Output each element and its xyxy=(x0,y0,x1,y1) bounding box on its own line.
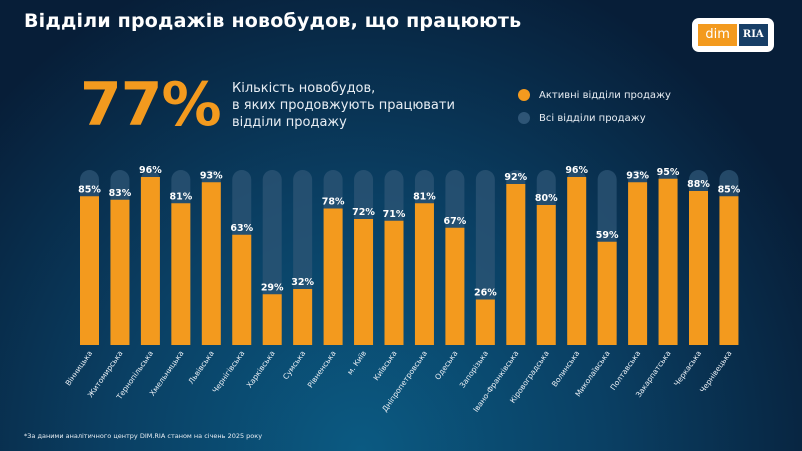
bar-active xyxy=(506,184,526,345)
bar-active xyxy=(658,178,678,345)
legend-item-active: Активні відділи продажу xyxy=(518,89,671,101)
logo-ria: RIA xyxy=(738,24,768,46)
category-label: Полтавська xyxy=(608,349,642,392)
bar-active xyxy=(201,182,221,345)
data-label: 85% xyxy=(78,184,101,195)
data-label: 26% xyxy=(474,288,497,299)
legend-swatch-all xyxy=(518,112,530,124)
category-label: Рівненська xyxy=(306,349,338,389)
data-label: 81% xyxy=(169,191,192,202)
category-label: м. Київ xyxy=(345,349,368,376)
bar-active xyxy=(536,205,556,345)
category-label: Київська xyxy=(372,349,399,382)
bar-active xyxy=(567,177,587,345)
data-label: 78% xyxy=(322,197,345,208)
bar-active xyxy=(719,196,739,345)
bar-active xyxy=(262,294,282,345)
bar-active xyxy=(232,234,252,345)
dim-ria-logo: dim RIA xyxy=(692,18,774,52)
data-label: 63% xyxy=(230,223,253,234)
description-line: відділи продажу xyxy=(232,115,347,130)
bar-active xyxy=(140,177,160,345)
bar-active xyxy=(597,241,617,345)
data-label: 59% xyxy=(596,230,619,241)
category-label: Чернівецька xyxy=(698,349,734,394)
data-label: 71% xyxy=(383,209,406,220)
bar-active xyxy=(445,227,465,345)
bar-active xyxy=(414,203,434,345)
legend-label: Активні відділи продажу xyxy=(539,89,671,101)
category-label: Одеська xyxy=(433,349,460,382)
legend-swatch-active xyxy=(518,89,530,101)
data-label: 93% xyxy=(200,170,223,181)
data-label: 95% xyxy=(657,167,680,178)
bar-active xyxy=(689,191,708,345)
data-label: 67% xyxy=(444,216,467,227)
legend-item-all: Всі відділи продажу xyxy=(518,112,646,124)
legend-label: Всі відділи продажу xyxy=(539,112,646,124)
data-label: 88% xyxy=(687,179,710,190)
data-label: 93% xyxy=(626,170,649,181)
bar-active xyxy=(110,199,130,345)
category-label: Харківська xyxy=(245,349,277,390)
category-label: Сумська xyxy=(281,349,307,381)
data-label: 72% xyxy=(352,207,375,218)
headline-value: 77% xyxy=(80,70,222,140)
bar-active xyxy=(293,289,313,345)
category-label: Запорізька xyxy=(458,349,490,390)
bar-active xyxy=(384,220,404,345)
bar-active xyxy=(628,182,648,345)
data-label: 85% xyxy=(718,184,741,195)
headline-description: Кількість новобудов, в яких продовжують … xyxy=(232,80,492,131)
data-label: 92% xyxy=(504,172,527,183)
data-label: 29% xyxy=(261,282,284,293)
data-label: 32% xyxy=(291,277,314,288)
bar-active xyxy=(323,208,343,345)
category-label: Чернігівська xyxy=(211,349,247,395)
data-label: 96% xyxy=(565,165,588,176)
category-label: Черкаська xyxy=(672,349,703,388)
logo-dim: dim xyxy=(698,24,737,46)
category-label: Вінницька xyxy=(64,349,95,387)
bar-active xyxy=(171,203,191,345)
bar-active xyxy=(80,196,99,345)
description-line: Кількість новобудов, xyxy=(232,81,376,96)
data-label: 80% xyxy=(535,193,558,204)
data-label: 83% xyxy=(109,188,132,199)
data-label: 81% xyxy=(413,191,436,202)
bar-active xyxy=(354,219,374,345)
category-label: Львівська xyxy=(186,349,216,386)
footnote: *За даними аналітичного центру DIM.RIA с… xyxy=(24,432,263,440)
category-label: Волинська xyxy=(550,349,581,389)
description-line: в яких продовжують працювати xyxy=(232,98,455,113)
page-title: Відділи продажів новобудов, що працюють xyxy=(24,10,522,32)
bar-active xyxy=(475,299,495,345)
data-label: 96% xyxy=(139,165,162,176)
